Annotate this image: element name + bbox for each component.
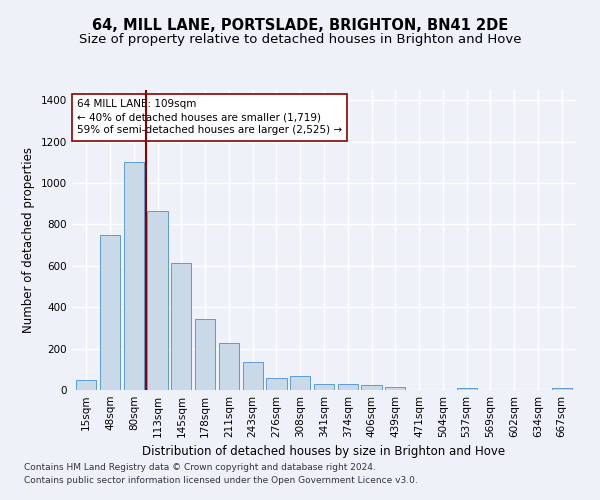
Bar — [361, 386, 382, 390]
X-axis label: Distribution of detached houses by size in Brighton and Hove: Distribution of detached houses by size … — [142, 446, 506, 458]
Bar — [385, 387, 406, 390]
Bar — [124, 162, 144, 390]
Bar — [242, 362, 263, 390]
Text: 64 MILL LANE: 109sqm
← 40% of detached houses are smaller (1,719)
59% of semi-de: 64 MILL LANE: 109sqm ← 40% of detached h… — [77, 99, 342, 136]
Text: Contains HM Land Registry data © Crown copyright and database right 2024.: Contains HM Land Registry data © Crown c… — [24, 464, 376, 472]
Bar — [457, 388, 477, 390]
Bar — [338, 384, 358, 390]
Bar — [76, 380, 97, 390]
Bar — [290, 376, 310, 390]
Bar — [148, 211, 167, 390]
Y-axis label: Number of detached properties: Number of detached properties — [22, 147, 35, 333]
Bar — [266, 378, 287, 390]
Bar — [314, 384, 334, 390]
Bar — [551, 388, 572, 390]
Bar — [171, 263, 191, 390]
Bar — [219, 344, 239, 390]
Bar — [100, 235, 120, 390]
Text: 64, MILL LANE, PORTSLADE, BRIGHTON, BN41 2DE: 64, MILL LANE, PORTSLADE, BRIGHTON, BN41… — [92, 18, 508, 32]
Text: Contains public sector information licensed under the Open Government Licence v3: Contains public sector information licen… — [24, 476, 418, 485]
Text: Size of property relative to detached houses in Brighton and Hove: Size of property relative to detached ho… — [79, 32, 521, 46]
Bar — [195, 318, 215, 390]
